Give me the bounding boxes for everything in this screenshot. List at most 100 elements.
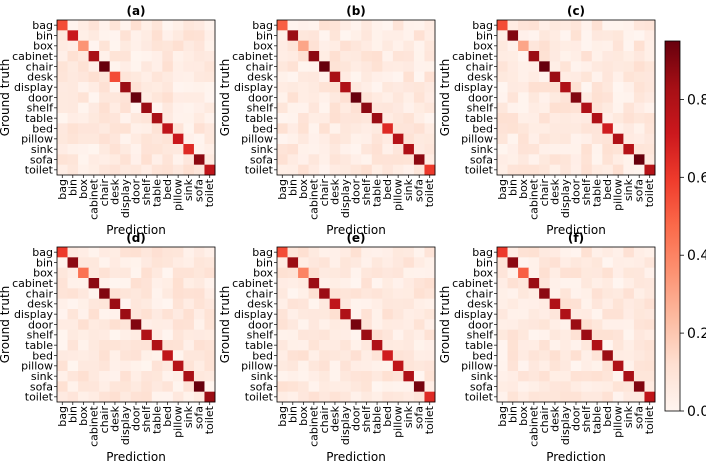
heatmap-cell <box>507 144 519 155</box>
heatmap-cell <box>340 123 352 135</box>
y-axis-label: Ground truth <box>438 59 452 137</box>
heatmap-cell-diagonal <box>528 278 540 289</box>
heatmap-cell <box>277 40 288 52</box>
heatmap-cell <box>518 360 529 372</box>
heatmap-cell <box>518 123 529 135</box>
heatmap-cell <box>109 82 121 93</box>
heatmap-cell <box>340 267 352 279</box>
colorbar-tick-label: 0.4 <box>687 248 706 264</box>
heatmap-cell-diagonal <box>623 144 635 155</box>
heatmap-cell <box>518 82 529 93</box>
heatmap-cell <box>120 154 132 166</box>
heatmap-cell <box>539 82 551 93</box>
heatmap-cell <box>392 154 404 166</box>
colorbar-tick-label: 0.8 <box>687 92 706 108</box>
heatmap-cell <box>560 329 572 341</box>
y-tick-label: pillow <box>21 360 53 373</box>
heatmap-cell-diagonal <box>193 154 205 166</box>
heatmap-cell <box>162 113 174 124</box>
heatmap-cell <box>130 391 142 403</box>
heatmap-cell-diagonal <box>560 309 572 320</box>
heatmap-cell <box>151 391 163 403</box>
y-tick-label: toilet <box>25 164 54 177</box>
heatmap-cell <box>78 319 89 331</box>
heatmap-cell <box>392 123 404 135</box>
heatmap-cell <box>549 30 561 42</box>
heatmap-cell <box>539 20 551 31</box>
heatmap-cell <box>497 71 508 83</box>
heatmap-cell <box>549 288 561 300</box>
heatmap-cell <box>319 20 331 31</box>
heatmap-cell <box>497 51 508 62</box>
heatmap-cell <box>277 61 288 73</box>
heatmap-cell <box>277 133 288 145</box>
heatmap-cell <box>424 102 436 114</box>
heatmap-cell <box>424 360 436 372</box>
y-tick-label: box <box>473 40 493 53</box>
heatmap-cell <box>162 92 174 104</box>
heatmap-cell <box>204 381 216 393</box>
y-tick-label: door <box>28 318 53 331</box>
heatmap-cell <box>141 144 153 155</box>
heatmap-cell <box>424 340 436 351</box>
heatmap-cell <box>507 298 519 310</box>
heatmap-cell <box>172 82 184 93</box>
heatmap-cell <box>507 350 519 362</box>
heatmap-cell-diagonal <box>277 20 288 31</box>
heatmap-cell <box>644 82 656 93</box>
heatmap-cell <box>602 133 614 145</box>
heatmap-cell <box>591 298 603 310</box>
heatmap-cell <box>350 278 362 289</box>
heatmap-cell <box>99 340 111 351</box>
heatmap-cell <box>172 92 184 104</box>
heatmap-cell <box>560 40 572 52</box>
heatmap-cell <box>392 247 404 258</box>
heatmap-cell <box>612 309 624 320</box>
heatmap-cell <box>591 247 603 258</box>
heatmap-cell <box>507 92 519 104</box>
heatmap-cell <box>99 298 111 310</box>
heatmap-cell <box>319 247 331 258</box>
heatmap-cell <box>204 298 216 310</box>
heatmap-cell <box>204 257 216 269</box>
heatmap-cell <box>403 329 415 341</box>
heatmap-cell <box>549 144 561 155</box>
heatmap-cell <box>308 391 320 403</box>
heatmap-cell <box>560 133 572 145</box>
heatmap-cell <box>172 381 184 393</box>
heatmap-cell <box>633 164 645 176</box>
heatmap-cell <box>88 340 100 351</box>
y-tick-label: sink <box>471 370 494 383</box>
heatmap-cell <box>382 257 394 269</box>
y-tick-label: shelf <box>467 329 495 342</box>
heatmap-cell <box>88 381 100 393</box>
heatmap-cell <box>497 371 508 382</box>
heatmap-cell <box>413 144 425 155</box>
heatmap-cell <box>88 30 100 42</box>
y-tick-label: pillow <box>241 360 273 373</box>
heatmap-cell <box>109 102 121 114</box>
panel-title: (e) <box>346 231 365 245</box>
heatmap-cell <box>612 247 624 258</box>
heatmap-cell <box>287 298 299 310</box>
heatmap-cell <box>151 288 163 300</box>
heatmap-cell <box>162 71 174 83</box>
heatmap-cell <box>329 371 341 382</box>
heatmap-cell <box>528 350 540 362</box>
heatmap-cell <box>99 113 111 124</box>
heatmap-cell <box>204 329 216 341</box>
heatmap-cell <box>549 381 561 393</box>
heatmap-cell <box>350 30 362 42</box>
heatmap-cell <box>392 164 404 176</box>
heatmap-cell <box>193 164 205 176</box>
heatmap-cell <box>172 61 184 73</box>
x-tick-label: pillow <box>392 179 405 211</box>
heatmap-cell <box>204 30 216 42</box>
x-axis-label: Prediction <box>326 450 386 464</box>
heatmap-cell <box>298 319 309 331</box>
heatmap-cell <box>340 257 352 269</box>
heatmap-cell <box>361 30 373 42</box>
heatmap-cell <box>413 298 425 310</box>
heatmap-cell <box>319 360 331 372</box>
heatmap-cell <box>371 350 383 362</box>
